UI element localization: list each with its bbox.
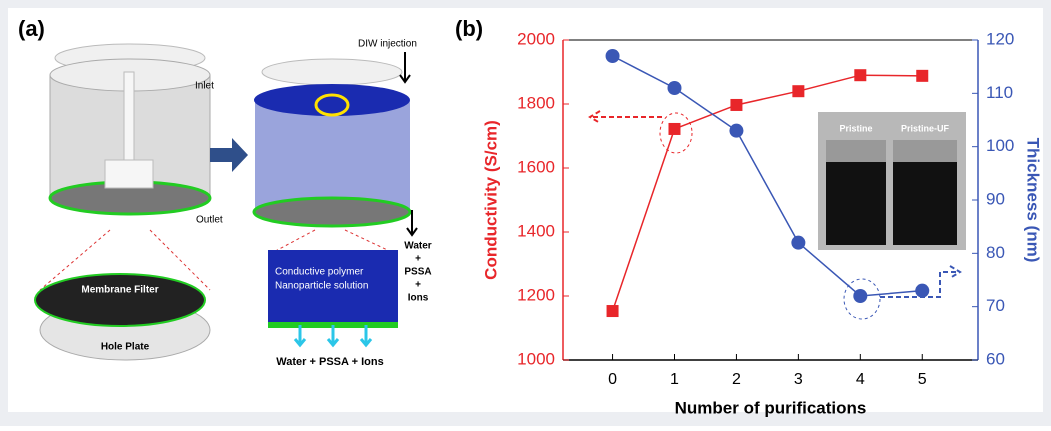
cell-body bbox=[255, 100, 410, 212]
x-tick-label: 4 bbox=[856, 371, 865, 388]
x-tick-label: 0 bbox=[608, 371, 617, 388]
figure: (a) Inlet Outlet DIW injection Water + P… bbox=[0, 0, 1051, 426]
y-tick-label: 1000 bbox=[517, 349, 555, 368]
side-label: Water bbox=[404, 241, 432, 252]
marker bbox=[854, 69, 866, 81]
inlet: Inlet bbox=[195, 81, 214, 92]
y-tick-label: 1600 bbox=[517, 157, 555, 176]
x-tick-label: 1 bbox=[670, 371, 679, 388]
solution-label: Conductive polymer bbox=[275, 267, 364, 278]
marker bbox=[668, 123, 680, 135]
inset-label: Pristine-UF bbox=[901, 123, 950, 133]
lid bbox=[262, 59, 402, 85]
solution-top bbox=[254, 84, 410, 116]
y2-tick-label: 110 bbox=[986, 83, 1013, 102]
vial-cap bbox=[826, 140, 886, 162]
panel-label: (a) bbox=[18, 16, 45, 41]
marker bbox=[606, 49, 620, 63]
y2-tick-label: 120 bbox=[986, 29, 1014, 48]
marker bbox=[791, 236, 805, 250]
marker bbox=[667, 81, 681, 95]
panel-label: (b) bbox=[455, 16, 483, 41]
marker bbox=[607, 305, 619, 317]
membrane bbox=[35, 274, 205, 326]
y-tick-label: 2000 bbox=[517, 29, 555, 48]
side-label: + bbox=[415, 254, 421, 265]
x-axis-title: Number of purifications bbox=[675, 398, 867, 417]
membrane-label: Membrane Filter bbox=[81, 285, 158, 296]
y2-tick-label: 70 bbox=[986, 296, 1005, 315]
x-tick-label: 5 bbox=[918, 371, 927, 388]
marker bbox=[916, 70, 928, 82]
marker bbox=[730, 99, 742, 111]
marker bbox=[792, 85, 804, 97]
stirrer-blade bbox=[105, 160, 153, 188]
side-label: Ions bbox=[408, 293, 429, 304]
inset: Pristine Pristine-UF bbox=[818, 112, 966, 250]
y2-tick-label: 100 bbox=[986, 136, 1014, 155]
side-label: PSSA bbox=[404, 267, 431, 278]
side-label: + bbox=[415, 280, 421, 291]
diw-label: DIW injection bbox=[358, 39, 417, 50]
inset-label: Pristine bbox=[839, 123, 872, 133]
marker bbox=[853, 289, 867, 303]
x-tick-label: 2 bbox=[732, 371, 741, 388]
outlet: Outlet bbox=[196, 215, 223, 226]
hole-plate-label: Hole Plate bbox=[101, 342, 150, 353]
y2-axis-title: Thickness (nm) bbox=[1024, 138, 1043, 263]
solution-label: Nanoparticle solution bbox=[275, 281, 368, 292]
marker bbox=[915, 284, 929, 298]
cell-bottom bbox=[254, 198, 410, 226]
y-tick-label: 1800 bbox=[517, 93, 555, 112]
x-tick-label: 3 bbox=[794, 371, 803, 388]
y2-tick-label: 80 bbox=[986, 243, 1005, 262]
y2-tick-label: 90 bbox=[986, 189, 1005, 208]
vial-cap bbox=[893, 140, 957, 162]
marker bbox=[729, 124, 743, 138]
y2-tick-label: 60 bbox=[986, 349, 1005, 368]
y-tick-label: 1200 bbox=[517, 285, 555, 304]
y-axis-title: Conductivity (S/cm) bbox=[481, 120, 500, 280]
bottom-label: Water + PSSA + Ions bbox=[276, 356, 383, 368]
y-tick-label: 1400 bbox=[517, 221, 555, 240]
